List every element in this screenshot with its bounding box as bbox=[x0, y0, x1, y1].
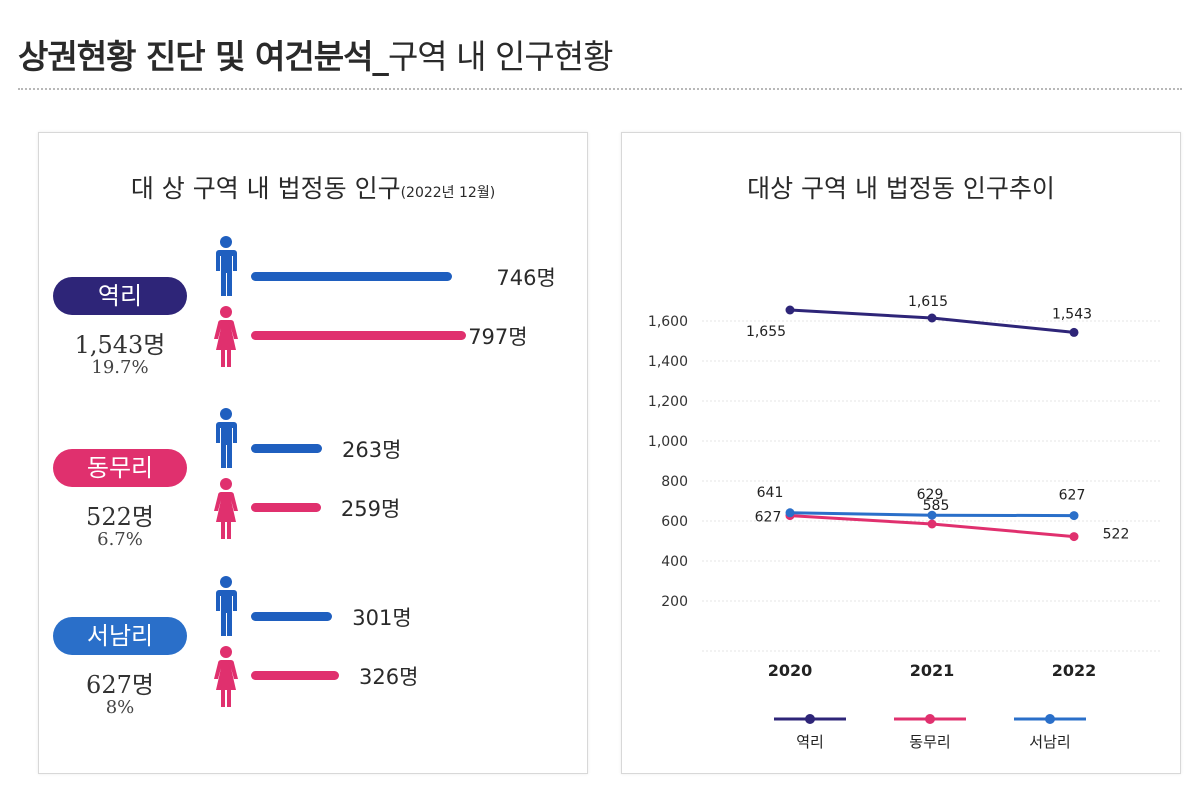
legend-label-0: 역리 bbox=[796, 733, 824, 751]
population-panel-title: 대 상 구역 내 법정동 인구(2022년 12월) bbox=[39, 169, 587, 205]
data-point bbox=[927, 510, 937, 520]
female-bar-2 bbox=[251, 671, 340, 680]
data-label: 522 bbox=[1103, 527, 1130, 543]
data-label: 1,655 bbox=[746, 324, 786, 340]
data-point bbox=[785, 508, 795, 518]
trend-line-chart: 200 400 600 800 1,000 1,200 1,400 1,600 2020 2021… bbox=[648, 294, 1162, 751]
data-point bbox=[1069, 511, 1079, 521]
legend-marker-0 bbox=[805, 714, 815, 724]
data-label: 585 bbox=[923, 498, 950, 514]
page-title-main: 상권현황 진단 및 여건분석_ bbox=[18, 37, 389, 76]
y-tick-label: 1,000 bbox=[648, 434, 688, 450]
data-label: 1,615 bbox=[908, 294, 948, 310]
area-total-2: 627명 bbox=[86, 671, 154, 699]
data-point bbox=[785, 305, 795, 315]
data-label: 1,543 bbox=[1052, 306, 1092, 322]
data-point bbox=[927, 519, 937, 529]
population-panel: 대 상 구역 내 법정동 인구(2022년 12월) 역리 1,543명 19.7%… bbox=[38, 132, 588, 774]
area-total-1: 522명 bbox=[86, 503, 154, 531]
data-point bbox=[927, 313, 937, 323]
female-value-label-2: 326명 bbox=[359, 665, 419, 689]
male-value-label-1: 263명 bbox=[342, 438, 402, 462]
population-panel-title-note: (2022년 12월) bbox=[400, 185, 496, 201]
male-value-label-0: 746명 bbox=[496, 266, 556, 290]
female-value-label-0: 797명 bbox=[468, 325, 528, 349]
female-bar-1 bbox=[251, 503, 321, 512]
male-bar-1 bbox=[251, 444, 322, 453]
y-tick-label: 400 bbox=[661, 554, 688, 570]
area-share-1: 6.7% bbox=[97, 529, 143, 550]
area-share-0: 19.7% bbox=[91, 357, 149, 378]
area-badge-0: 역리 bbox=[53, 277, 187, 315]
male-person-icon bbox=[213, 575, 239, 643]
male-person-icon bbox=[213, 407, 239, 475]
data-label: 629 bbox=[917, 487, 944, 503]
legend-marker-1 bbox=[925, 714, 935, 724]
y-tick-label: 1,600 bbox=[648, 314, 688, 330]
data-label: 641 bbox=[757, 485, 784, 501]
legend-marker-2 bbox=[1045, 714, 1055, 724]
x-tick-label: 2022 bbox=[1052, 661, 1097, 680]
y-tick-label: 600 bbox=[661, 514, 688, 530]
area-total-0: 1,543명 bbox=[74, 331, 166, 359]
trend-panel: 대상 구역 내 법정동 인구추이 200 400 600 800 1,000 1,200 1… bbox=[621, 132, 1181, 774]
data-label: 627 bbox=[755, 510, 782, 526]
y-tick-label: 1,400 bbox=[648, 354, 688, 370]
y-tick-label: 1,200 bbox=[648, 394, 688, 410]
female-person-icon bbox=[213, 477, 239, 545]
male-bar-0 bbox=[251, 272, 453, 281]
y-tick-label: 200 bbox=[661, 594, 688, 610]
page-title: 상권현황 진단 및 여건분석_구역 내 인구현황 bbox=[18, 30, 613, 78]
data-point bbox=[1069, 327, 1079, 337]
y-tick-label: 800 bbox=[661, 474, 688, 490]
trend-panel-title: 대상 구역 내 법정동 인구추이 bbox=[747, 174, 1055, 203]
female-person-icon bbox=[213, 645, 239, 713]
data-point bbox=[1069, 532, 1079, 542]
female-value-label-1: 259명 bbox=[340, 497, 401, 521]
population-panel-title-text: 대 상 구역 내 법정동 인구 bbox=[130, 174, 401, 203]
male-bar-2 bbox=[251, 612, 333, 621]
x-tick-label: 2021 bbox=[910, 661, 955, 680]
area-badge-2: 서남리 bbox=[53, 617, 187, 655]
page-title-sub: 구역 내 인구현황 bbox=[387, 37, 613, 76]
data-label: 627 bbox=[1059, 488, 1086, 504]
title-divider bbox=[18, 88, 1182, 90]
female-person-icon bbox=[213, 305, 239, 373]
male-value-label-2: 301명 bbox=[352, 606, 412, 630]
legend-label-1: 동무리 bbox=[909, 733, 950, 751]
area-badge-1: 동무리 bbox=[53, 449, 187, 487]
legend-label-2: 서남리 bbox=[1029, 733, 1070, 751]
area-share-2: 8% bbox=[105, 697, 135, 718]
female-bar-0 bbox=[251, 331, 467, 340]
male-person-icon bbox=[213, 235, 239, 303]
x-tick-label: 2020 bbox=[768, 661, 813, 680]
